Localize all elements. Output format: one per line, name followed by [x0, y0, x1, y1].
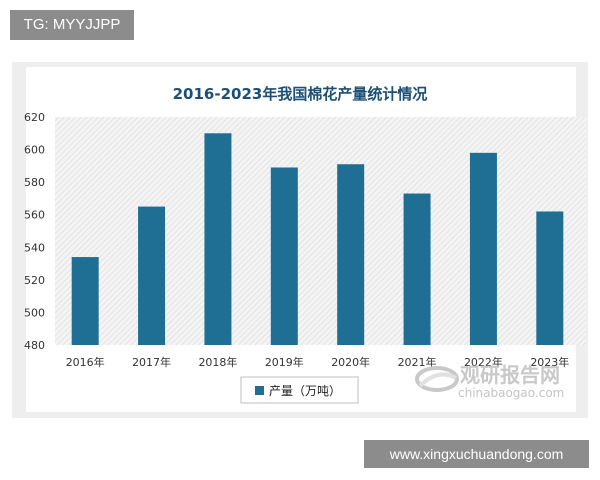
x-tick-label: 2021年: [398, 355, 437, 369]
bar: [71, 257, 99, 345]
bar: [138, 206, 166, 345]
watermark-top: TG: MYYJJPP: [10, 10, 134, 40]
x-tick-label: 2017年: [132, 355, 171, 369]
x-tick-label: 2018年: [198, 355, 237, 369]
bar: [337, 164, 365, 345]
x-tick-label: 2016年: [66, 355, 105, 369]
x-tick-label: 2022年: [464, 355, 503, 369]
bar: [536, 211, 564, 345]
chart-title: 2016-2023年我国棉花产量统计情况: [173, 85, 428, 103]
logo-swirl-icon: [415, 366, 459, 392]
y-tick-label: 520: [24, 274, 45, 287]
x-tick-label: 2023年: [530, 355, 569, 369]
watermark-bottom: www.xingxuchuandong.com: [364, 440, 589, 468]
y-tick-label: 480: [24, 339, 45, 352]
plot-area: [55, 117, 586, 345]
y-tick-label: 580: [24, 176, 45, 189]
y-tick-label: 540: [24, 241, 45, 254]
bar: [204, 133, 232, 345]
bar: [270, 167, 298, 345]
logo: 观研报告网 chinabaogao.com: [415, 363, 564, 400]
logo-name: 观研报告网: [460, 363, 560, 387]
bar: [469, 152, 497, 345]
x-tick-label: 2020年: [331, 355, 370, 369]
logo-url: chinabaogao.com: [458, 386, 564, 400]
legend-swatch: [255, 386, 264, 395]
y-tick-label: 600: [24, 144, 45, 157]
y-tick-label: 500: [24, 306, 45, 319]
bar: [403, 193, 431, 345]
x-tick-label: 2019年: [265, 355, 304, 369]
legend: 产量（万吨）: [240, 376, 359, 404]
y-tick-label: 620: [24, 111, 45, 124]
legend-label: 产量（万吨）: [269, 384, 341, 398]
y-tick-label: 560: [24, 209, 45, 222]
